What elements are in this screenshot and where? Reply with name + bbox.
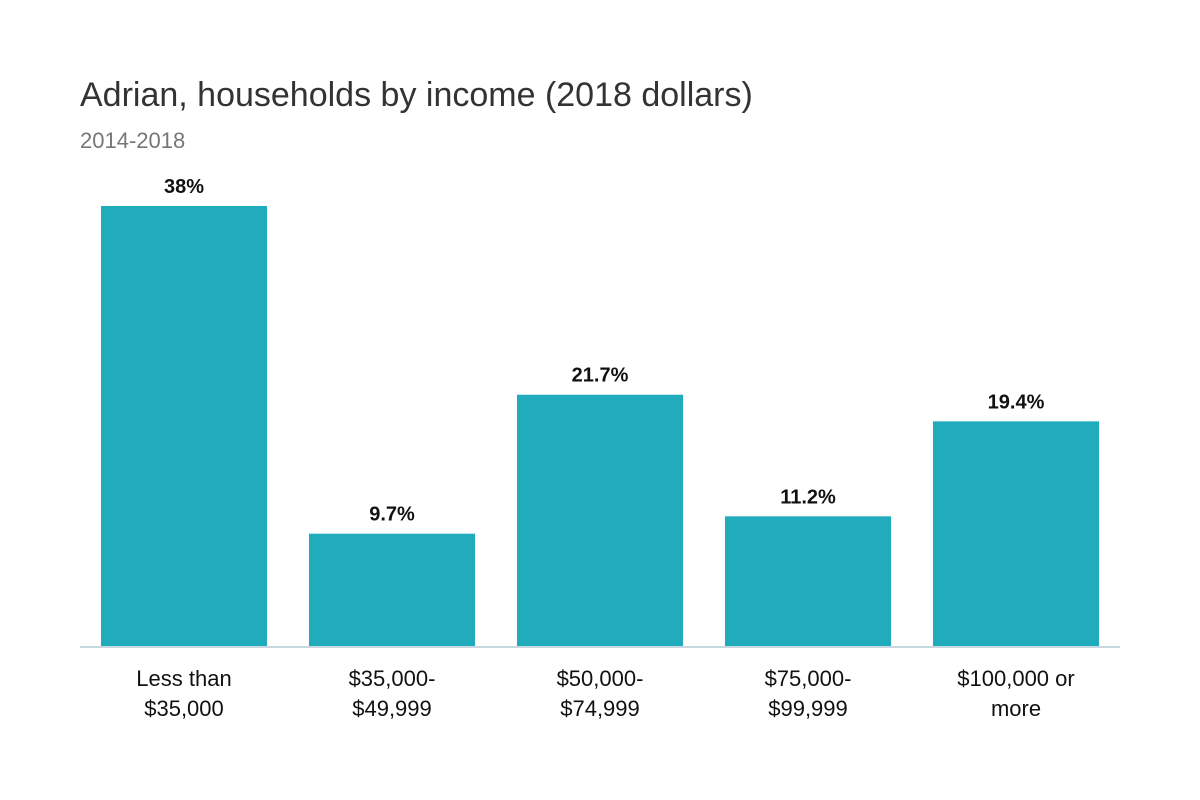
bars-group <box>101 206 1099 646</box>
chart-subtitle: 2014-2018 <box>80 128 186 153</box>
chart-title: Adrian, households by income (2018 dolla… <box>80 76 753 114</box>
x-tick-label-0: Less than $35,000 <box>136 666 231 721</box>
bar-4 <box>933 421 1099 646</box>
bar-3 <box>725 516 891 646</box>
data-label-4: 19.4% <box>988 391 1045 413</box>
x-tick-label-2: $50,000-$74,999 <box>557 666 644 721</box>
data-label-3: 11.2% <box>780 486 836 508</box>
bar-1 <box>309 533 475 646</box>
data-label-2: 21.7% <box>572 365 629 387</box>
x-tick-label-4: $100,000 or more <box>957 666 1074 721</box>
labels-group: 38% Less than $35,000 9.7% $35,000-$49,999 21… <box>136 176 1074 721</box>
x-tick-label-1: $35,000-$49,999 <box>349 666 436 721</box>
bar-2 <box>517 394 683 646</box>
data-label-0: 38% <box>164 176 204 198</box>
data-label-1: 9.7% <box>369 504 415 526</box>
bar-0 <box>101 206 267 646</box>
x-tick-label-3: $75,000-$99,999 <box>765 666 852 721</box>
